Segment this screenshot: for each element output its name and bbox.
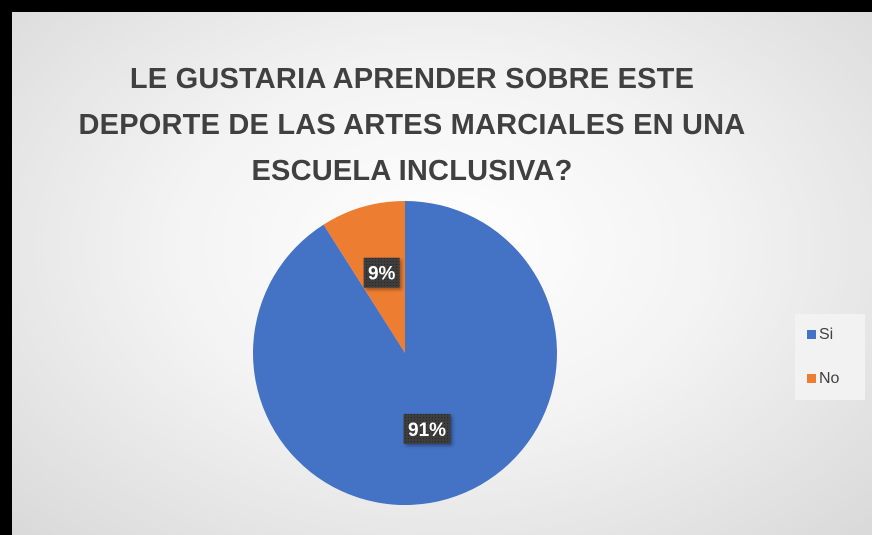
pie-chart: 91% 9% [252, 201, 558, 505]
legend-swatch-si [807, 330, 816, 339]
data-label-no: 9% [363, 257, 400, 288]
data-label-box-no [363, 257, 400, 288]
chart-title-line-3: ESCUELA INCLUSIVA? [251, 155, 573, 187]
chart-area: LE GUSTARIA APRENDER SOBRE ESTE DEPORTE … [12, 12, 872, 535]
chart-title: LE GUSTARIA APRENDER SOBRE ESTE DEPORTE … [12, 56, 812, 194]
legend-swatch-no [807, 374, 816, 383]
chart-title-line-1: LE GUSTARIA APRENDER SOBRE ESTE [129, 63, 695, 95]
data-label-text-si: 91% [408, 420, 446, 441]
legend-label-no: No [819, 370, 840, 387]
legend-entry-si: Si [807, 325, 833, 345]
data-label-box-si [403, 413, 451, 444]
data-label-si: 91% [403, 413, 451, 444]
data-label-text-no: 9% [368, 264, 396, 285]
legend-label-si: Si [819, 326, 834, 343]
chart-title-line-2: DEPORTE DE LAS ARTES MARCIALES EN UNA [78, 109, 746, 141]
legend-entry-no: No [807, 369, 839, 389]
chart-legend: Si No [795, 314, 865, 400]
